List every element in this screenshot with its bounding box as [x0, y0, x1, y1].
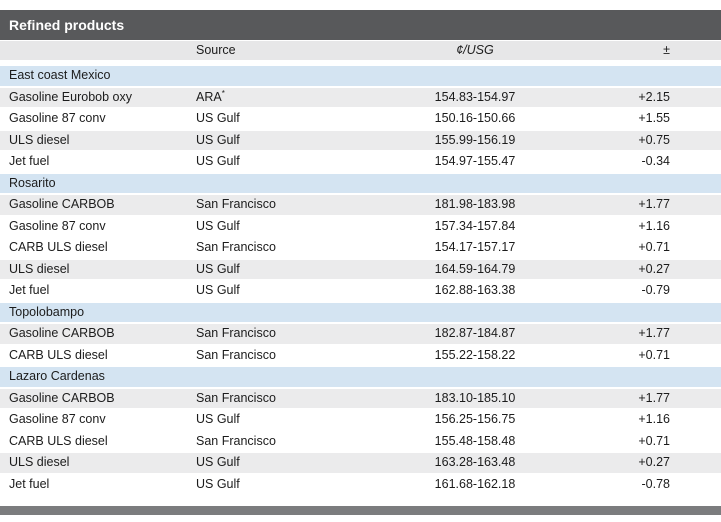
column-header-change: ± — [663, 43, 670, 57]
table-row: CARB ULS diesel San Francisco 154.17-157.1… — [0, 238, 721, 258]
product-cell: ULS diesel — [9, 261, 70, 276]
column-header-source: Source — [196, 43, 236, 57]
price-cell: 155.99-156.19 — [434, 132, 516, 147]
price-cell: 162.88-163.38 — [434, 283, 516, 297]
table-row: CARB ULS diesel San Francisco 155.22-158.2… — [0, 346, 721, 366]
change-cell: +1.77 — [638, 390, 670, 405]
change-cell: +1.16 — [638, 218, 670, 233]
section-header-lazaro-cardenas: Lazaro Cardenas — [0, 367, 721, 387]
source-cell: San Francisco — [196, 240, 276, 254]
source-cell: US Gulf — [196, 218, 240, 233]
change-cell: +0.71 — [638, 240, 670, 254]
source-cell: US Gulf — [196, 261, 240, 276]
change-cell: +0.71 — [638, 347, 670, 362]
change-cell: +1.55 — [638, 111, 670, 125]
table-row: Jet fuel US Gulf 162.88-163.38 -0.79 — [0, 281, 721, 301]
table-row: ULS diesel US Gulf 163.28-163.48 +0.27 — [0, 453, 721, 473]
footnote-marker: * — [221, 88, 225, 98]
table-title-bar: Refined products — [0, 10, 721, 40]
table-row: Gasoline 87 conv US Gulf 150.16-150.66 +1.5… — [0, 109, 721, 129]
source-cell: San Francisco — [196, 433, 276, 448]
source-cell: San Francisco — [196, 347, 276, 362]
price-cell: 156.25-156.75 — [434, 412, 516, 426]
table-row: ULS diesel US Gulf 155.99-156.19 +0.75 — [0, 130, 721, 150]
change-cell: +1.77 — [638, 197, 670, 211]
price-cell: 163.28-163.48 — [434, 455, 516, 469]
source-cell: US Gulf — [196, 476, 240, 491]
price-cell: 183.10-185.10 — [434, 390, 516, 405]
column-header-row: Source ¢/USG ± — [0, 41, 721, 60]
product-cell: ULS diesel — [9, 455, 70, 469]
change-cell: +0.27 — [638, 455, 670, 469]
section-title: Lazaro Cardenas — [9, 369, 105, 383]
product-cell: ULS diesel — [9, 132, 70, 147]
source-cell: US Gulf — [196, 154, 240, 168]
change-cell: -0.79 — [641, 283, 671, 297]
change-cell: +1.77 — [638, 326, 670, 340]
source-cell: San Francisco — [196, 197, 276, 211]
table-row: Gasoline CARBOB San Francisco 182.87-184.8… — [0, 324, 721, 344]
price-cell: 154.97-155.47 — [434, 154, 516, 168]
product-cell: Gasoline 87 conv — [9, 412, 106, 426]
section-title: Rosarito — [9, 175, 56, 190]
table-row: Gasoline 87 conv US Gulf 157.34-157.84 +1.1… — [0, 217, 721, 237]
source-cell: ARA* — [196, 88, 225, 104]
change-cell: +0.27 — [638, 261, 670, 276]
table-row: ULS diesel US Gulf 164.59-164.79 +0.27 — [0, 259, 721, 279]
column-header-price: ¢/USG — [456, 43, 494, 57]
product-cell: CARB ULS diesel — [9, 433, 108, 448]
source-cell: US Gulf — [196, 412, 240, 426]
price-cell: 155.48-158.48 — [434, 433, 516, 448]
product-cell: Gasoline 87 conv — [9, 111, 106, 125]
source-cell: San Francisco — [196, 390, 276, 405]
price-cell: 150.16-150.66 — [434, 111, 516, 125]
table-body: East coast Mexico Gasoline Eurobob oxy ARA… — [0, 66, 721, 494]
section-header-rosarito: Rosarito — [0, 173, 721, 193]
price-cell: 157.34-157.84 — [434, 218, 516, 233]
product-cell: Gasoline Eurobob oxy — [9, 89, 132, 104]
price-cell: 164.59-164.79 — [434, 261, 516, 276]
change-cell: +1.16 — [638, 412, 670, 426]
product-cell: Gasoline 87 conv — [9, 218, 106, 233]
section-header-topolobampo: Topolobampo — [0, 302, 721, 322]
table-row: Gasoline Eurobob oxy ARA* 154.83-154.97 +2.… — [0, 87, 721, 107]
table-row: Gasoline CARBOB San Francisco 181.98-183.9… — [0, 195, 721, 215]
source-cell: US Gulf — [196, 455, 240, 469]
product-cell: Gasoline CARBOB — [9, 197, 115, 211]
column-header-product — [0, 41, 188, 60]
table-row: Gasoline CARBOB San Francisco 183.10-185.1… — [0, 388, 721, 408]
change-cell: +0.75 — [638, 132, 670, 147]
section-header-east-coast-mexico: East coast Mexico — [0, 66, 721, 86]
table-row: CARB ULS diesel San Francisco 155.48-158.4… — [0, 432, 721, 452]
table-row: Jet fuel US Gulf 161.68-162.18 -0.78 — [0, 475, 721, 495]
product-cell: Gasoline CARBOB — [9, 326, 115, 340]
change-cell: +2.15 — [638, 89, 670, 104]
product-cell: Jet fuel — [9, 154, 50, 168]
product-cell: CARB ULS diesel — [9, 240, 108, 254]
product-cell: Jet fuel — [9, 283, 50, 297]
source-cell: US Gulf — [196, 111, 240, 125]
price-cell: 154.83-154.97 — [434, 89, 516, 104]
price-cell: 161.68-162.18 — [434, 476, 516, 491]
price-cell: 155.22-158.22 — [434, 347, 516, 362]
price-cell: 181.98-183.98 — [434, 197, 516, 211]
table-title: Refined products — [9, 17, 125, 33]
change-cell: +0.71 — [638, 433, 670, 448]
table-footer-bar — [0, 506, 721, 515]
product-cell: Gasoline CARBOB — [9, 390, 115, 405]
section-title: Topolobampo — [9, 304, 85, 319]
product-cell: Jet fuel — [9, 476, 50, 491]
price-cell: 182.87-184.87 — [434, 326, 516, 340]
change-cell: -0.34 — [641, 154, 671, 168]
price-cell: 154.17-157.17 — [434, 240, 516, 254]
change-cell: -0.78 — [641, 476, 671, 491]
table-row: Gasoline 87 conv US Gulf 156.25-156.75 +1.1… — [0, 410, 721, 430]
product-cell: CARB ULS diesel — [9, 347, 108, 362]
source-cell: San Francisco — [196, 326, 276, 340]
source-cell: US Gulf — [196, 132, 240, 147]
section-title: East coast Mexico — [9, 68, 111, 82]
table-row: Jet fuel US Gulf 154.97-155.47 -0.34 — [0, 152, 721, 172]
source-cell: US Gulf — [196, 283, 240, 297]
